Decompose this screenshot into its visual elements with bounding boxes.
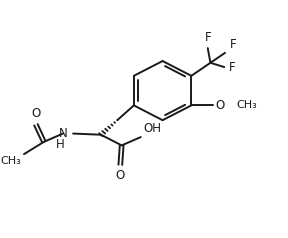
Text: F: F xyxy=(230,38,236,50)
Text: O: O xyxy=(116,169,125,182)
Text: CH₃: CH₃ xyxy=(1,156,21,166)
Text: F: F xyxy=(229,60,236,74)
Text: O: O xyxy=(31,107,41,120)
Text: N: N xyxy=(58,127,67,140)
Text: OH: OH xyxy=(143,122,161,135)
Text: H: H xyxy=(56,138,64,151)
Text: F: F xyxy=(204,31,211,44)
Text: O: O xyxy=(216,99,225,112)
Text: CH₃: CH₃ xyxy=(236,100,257,110)
